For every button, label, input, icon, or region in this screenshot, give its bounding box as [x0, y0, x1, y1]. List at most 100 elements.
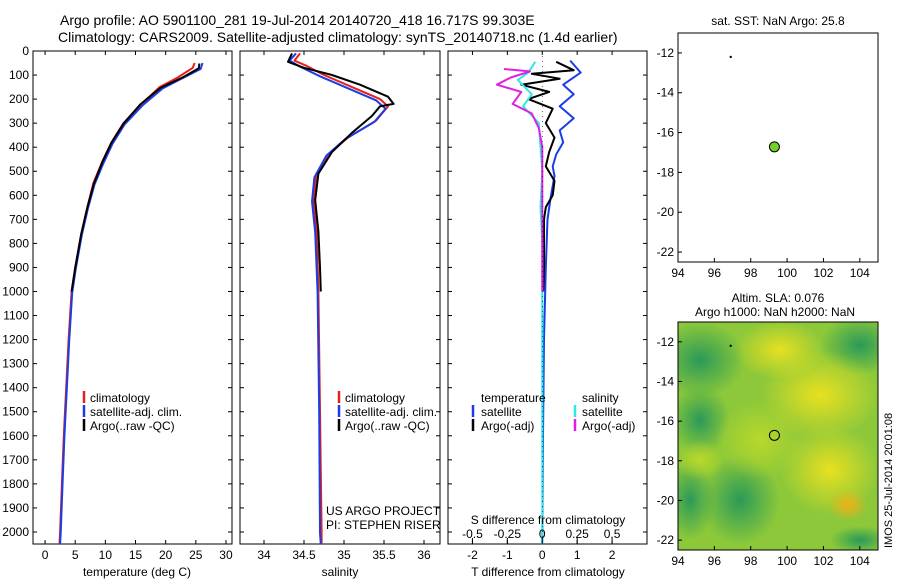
y-tick-label: 1500 — [2, 405, 29, 419]
temperature-legend: climatology satellite-adj. clim. Argo(..… — [82, 391, 182, 433]
legend-label-t-satellite: satellite — [481, 405, 522, 419]
x-tick-label: -2 — [467, 548, 478, 562]
legend-label-s-argo: Argo(-adj) — [582, 419, 635, 433]
y-tick-label: 1000 — [2, 284, 29, 298]
x-tick-label: 96 — [708, 554, 722, 568]
history-point — [729, 344, 732, 347]
x-tick-label: 5 — [72, 548, 79, 562]
y-tick-label: -22 — [657, 533, 675, 547]
x-tick-label: 20 — [159, 548, 173, 562]
y-tick-label: 1900 — [2, 501, 29, 515]
legend-label-argo: Argo(..raw -QC) — [345, 419, 430, 433]
x-tick-label: 30 — [219, 548, 233, 562]
salinity-series — [287, 52, 395, 545]
y-tick-label: -12 — [657, 46, 675, 60]
altimetry-heatmap — [678, 322, 878, 550]
temperature-panel: 0 5 10 15 20 25 300100200300400500600700800900… — [2, 44, 233, 579]
y-tick-label: -20 — [657, 493, 675, 507]
x-tick-label: 104 — [850, 266, 870, 280]
legend-label-climatology: climatology — [345, 391, 405, 405]
legend-heading-salinity: salinity — [582, 391, 619, 405]
argo-location-marker — [768, 141, 780, 153]
temperature-axes-frame — [32, 50, 233, 545]
salinity-ticks: 34 34.5 35 35.5 36 — [240, 50, 440, 562]
legend-label-s-satellite: satellite — [582, 405, 623, 419]
y-tick-label: -18 — [657, 454, 675, 468]
altimetry-map-ticks: 94 96 98 100 102 104 -12 -14 -16 -18 -20 -22 — [657, 335, 870, 568]
y-tick-label: 1200 — [2, 333, 29, 347]
sst-map-points — [729, 55, 780, 153]
y-tick-label: -14 — [657, 374, 675, 388]
legend-heading-temperature: temperature — [481, 391, 546, 405]
x-tick-label: 10 — [99, 548, 113, 562]
altimetry-map-frame — [677, 321, 879, 551]
temperature-xlabel: temperature (deg C) — [83, 565, 191, 579]
x-tick-label: 0 — [539, 548, 546, 562]
header-line2: Climatology: CARS2009. Satellite-adjuste… — [58, 29, 618, 45]
difference-legend: temperature satellite Argo(-adj) salinit… — [471, 391, 635, 433]
temperature-series — [58, 62, 204, 545]
x-tick-label: 94 — [671, 266, 685, 280]
legend-label-satellite: satellite-adj. clim. — [90, 405, 182, 419]
y-tick-label: 500 — [9, 164, 29, 178]
y-tick-label: 0 — [22, 44, 29, 58]
annotation-project: US ARGO PROJECT — [326, 504, 441, 518]
x-tick-label: 35.5 — [372, 548, 396, 562]
altimetry-map-panel: Altim. SLA: 0.076 Argo h1000: NaN h2000:… — [657, 291, 879, 568]
y-tick-label: 1300 — [2, 357, 29, 371]
x2-tick-label: 0 — [539, 527, 546, 541]
series-line-argo — [287, 52, 395, 292]
x-tick-label: 102 — [813, 554, 833, 568]
legend-label-climatology: climatology — [90, 391, 150, 405]
altimetry-map-subtitle: Argo h1000: NaN h2000: NaN — [695, 305, 855, 319]
sst-map-panel: sat. SST: NaN Argo: 25.8 94 96 98 100 102 104… — [657, 14, 879, 280]
sst-map-ticks: 94 96 98 100 102 104 -12 -14 -16 -18 -20 -22 — [657, 46, 870, 280]
salinity-panel: 34 34.5 35 35.5 36 salinity climatology sate… — [239, 50, 441, 579]
salinity-xlabel: salinity — [322, 565, 359, 579]
x-tick-label: 94 — [671, 554, 685, 568]
x-tick-label: 36 — [417, 548, 431, 562]
difference-series — [495, 59, 582, 545]
y-tick-label: -14 — [657, 86, 675, 100]
y-tick-label: 1700 — [2, 453, 29, 467]
y-tick-label: -16 — [657, 414, 675, 428]
x-tick-label: -1 — [502, 548, 513, 562]
x-tick-label: 1 — [574, 548, 581, 562]
x-tick-label: 2 — [609, 548, 616, 562]
altimetry-map-title: Altim. SLA: 0.076 — [732, 291, 825, 305]
series-line-argo — [70, 63, 201, 292]
legend-label-t-argo: Argo(-adj) — [481, 419, 534, 433]
x2-tick-label: 0.5 — [604, 527, 621, 541]
t-difference-label: T difference from climatology — [471, 565, 625, 579]
series-line-t-satellite — [541, 59, 582, 545]
altimetry-map-points — [729, 344, 780, 441]
y-tick-label: 300 — [9, 116, 29, 130]
y-tick-label: 1400 — [2, 381, 29, 395]
y-tick-label: 900 — [9, 260, 29, 274]
x-tick-label: 15 — [129, 548, 143, 562]
y-tick-label: -12 — [657, 335, 675, 349]
argo-location-marker — [768, 429, 780, 441]
legend-label-satellite: satellite-adj. clim. — [345, 405, 437, 419]
y-tick-label: 400 — [9, 140, 29, 154]
sst-map-title: sat. SST: NaN Argo: 25.8 — [711, 14, 845, 28]
y-tick-label: 800 — [9, 236, 29, 250]
x-tick-label: 104 — [850, 554, 870, 568]
y-tick-label: -18 — [657, 165, 675, 179]
y-tick-label: 100 — [9, 68, 29, 82]
y-tick-label: -16 — [657, 126, 675, 140]
x-tick-label: 0 — [42, 548, 49, 562]
salinity-difference-ticks: -0.5 -0.25 0 0.25 0.5 — [462, 51, 621, 544]
y-tick-label: 1800 — [2, 477, 29, 491]
y-tick-label: 1600 — [2, 429, 29, 443]
x2-tick-label: 0.25 — [565, 527, 589, 541]
x-tick-label: 35 — [337, 548, 351, 562]
x-tick-label: 100 — [777, 266, 797, 280]
series-line-s-argo-adj- — [495, 68, 544, 292]
x-tick-label: 96 — [708, 266, 722, 280]
y-tick-label: 1100 — [3, 309, 29, 323]
header-line1: Argo profile: AO 5901100_281 19-Jul-2014… — [60, 12, 535, 28]
x-tick-label: 98 — [744, 554, 758, 568]
y-tick-label: -20 — [657, 205, 675, 219]
